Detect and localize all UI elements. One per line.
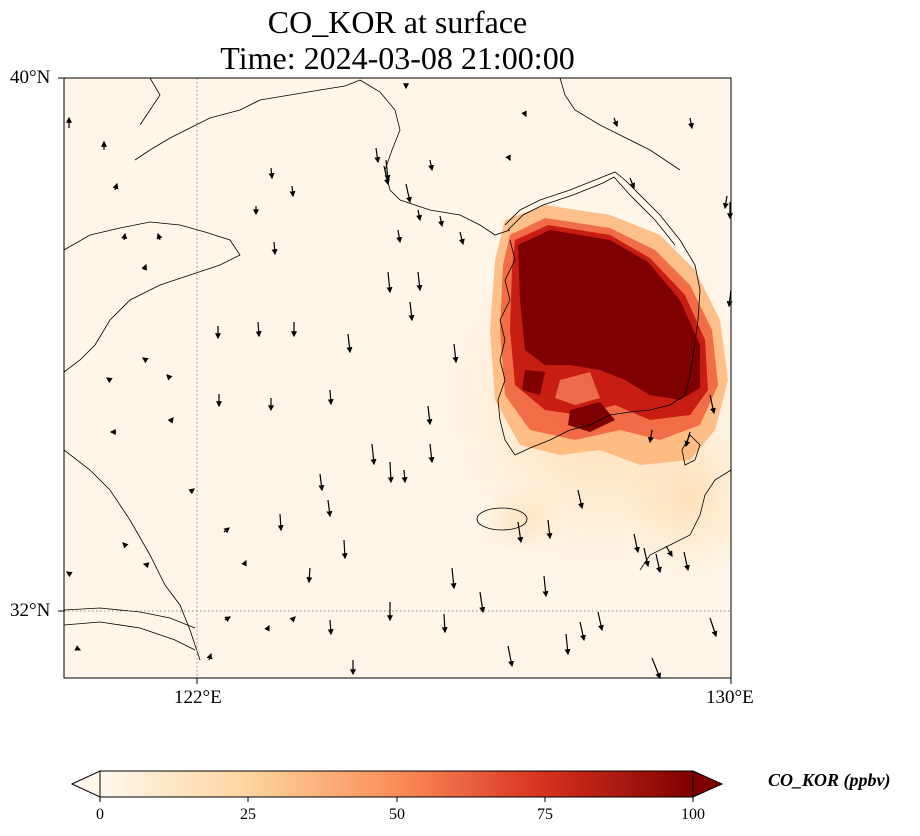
map-frame <box>63 77 732 679</box>
map-title-line2: Time: 2024-03-08 21:00:00 <box>220 40 575 76</box>
colorbar-tick-0: 0 <box>96 806 104 823</box>
lon-tick-130: 130°E <box>706 687 754 708</box>
coastlines <box>64 78 731 661</box>
colorbar-label: CO_KOR (ppbv) <box>768 770 891 790</box>
concentration-field <box>450 205 731 580</box>
tick-marks <box>58 77 732 684</box>
lat-tick-40: 40°N <box>10 67 51 88</box>
colorbar-extend-min <box>70 770 101 798</box>
colorbar-tick-100: 100 <box>681 806 705 823</box>
colorbar-gradient <box>99 770 694 798</box>
graticule <box>64 78 731 678</box>
map-title-line1: CO_KOR at surface <box>267 4 528 40</box>
wind-vectors <box>66 83 733 680</box>
lon-tick-122: 122°E <box>174 687 222 708</box>
lat-tick-32: 32°N <box>10 600 51 621</box>
colorbar-tick-75: 75 <box>537 806 553 823</box>
colorbar-extend-max <box>692 770 724 798</box>
colorbar <box>70 770 724 802</box>
colorbar-tick-25: 25 <box>240 806 256 823</box>
colorbar-tick-50: 50 <box>389 806 405 823</box>
